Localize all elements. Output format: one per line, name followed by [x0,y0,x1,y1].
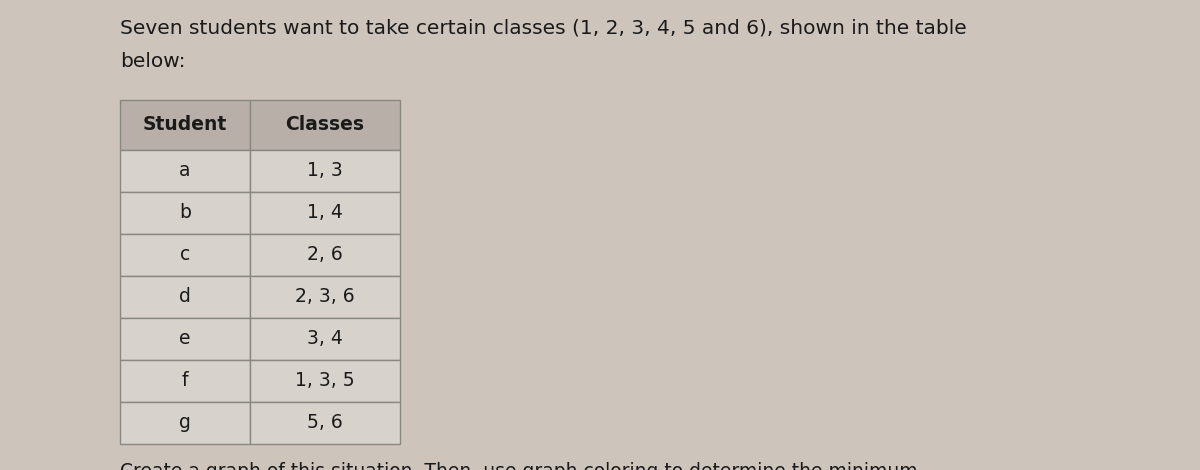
Bar [120,276,250,318]
Text: 1, 4: 1, 4 [307,204,343,222]
Bar [120,192,250,234]
Text: c: c [180,245,190,265]
Bar [250,276,400,318]
Bar [120,360,250,402]
Text: Student: Student [143,116,227,134]
Bar [120,234,250,276]
Text: Classes: Classes [286,116,365,134]
Text: 3, 4: 3, 4 [307,329,343,348]
Bar [250,192,400,234]
Text: 1, 3, 5: 1, 3, 5 [295,371,355,391]
Bar [250,360,400,402]
Text: below:: below: [120,52,186,71]
Bar [120,100,250,150]
Bar [250,150,400,192]
Text: b: b [179,204,191,222]
Text: a: a [179,162,191,180]
Bar [250,318,400,360]
Text: e: e [179,329,191,348]
Text: 2, 6: 2, 6 [307,245,343,265]
Text: d: d [179,288,191,306]
Text: g: g [179,414,191,432]
Text: Seven students want to take certain classes (1, 2, 3, 4, 5 and 6), shown in the : Seven students want to take certain clas… [120,18,967,37]
Text: 1, 3: 1, 3 [307,162,343,180]
Text: Create a graph of this situation. Then, use graph coloring to determine the mini: Create a graph of this situation. Then, … [120,462,918,470]
Text: 2, 3, 6: 2, 3, 6 [295,288,355,306]
Bar [120,402,250,444]
Bar [250,100,400,150]
Text: f: f [181,371,188,391]
Text: 5, 6: 5, 6 [307,414,343,432]
Bar [250,402,400,444]
Bar [120,150,250,192]
Bar [250,234,400,276]
Bar [120,318,250,360]
